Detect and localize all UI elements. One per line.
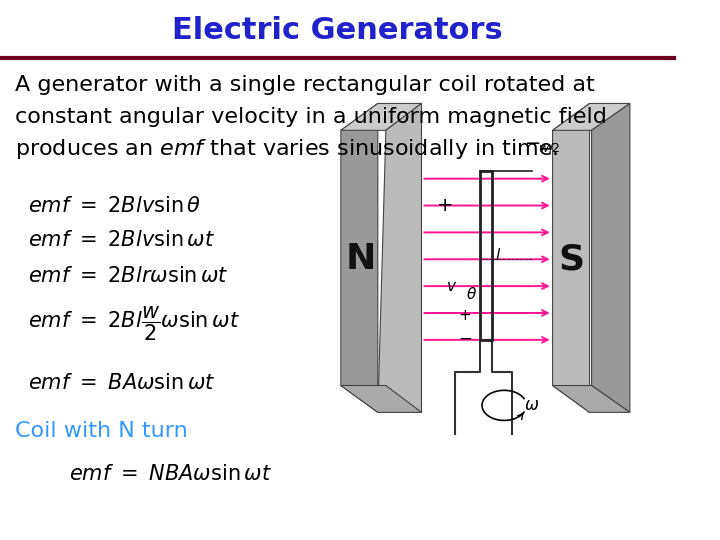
Polygon shape	[592, 104, 630, 413]
Text: +: +	[437, 196, 454, 215]
Polygon shape	[552, 104, 630, 130]
Text: $\theta$: $\theta$	[467, 286, 477, 302]
Text: +: +	[459, 308, 472, 323]
Text: produces an $\mathit{emf}$ that varies sinusoidally in time.: produces an $\mathit{emf}$ that varies s…	[15, 137, 558, 161]
Polygon shape	[341, 386, 421, 413]
Text: N: N	[345, 242, 376, 276]
Text: $\mathit{emf}\ =\ BA\omega \sin\omega t$: $\mathit{emf}\ =\ BA\omega \sin\omega t$	[28, 373, 216, 393]
Text: $v$: $v$	[446, 279, 457, 294]
Text: constant angular velocity in a uniform magnetic field: constant angular velocity in a uniform m…	[15, 107, 607, 127]
Text: $\mathit{emf}\ =\ NBA\omega \sin\omega t$: $\mathit{emf}\ =\ NBA\omega \sin\omega t…	[68, 464, 271, 484]
Text: $\mathit{emf}\ =\ 2Blr\omega \sin\omega t$: $\mathit{emf}\ =\ 2Blr\omega \sin\omega …	[28, 266, 229, 286]
Polygon shape	[378, 104, 421, 413]
Text: $\mathit{emf}\ =\ 2Blv \sin\theta$: $\mathit{emf}\ =\ 2Blv \sin\theta$	[28, 195, 202, 215]
Polygon shape	[341, 104, 378, 413]
Text: $w/2$: $w/2$	[538, 140, 560, 154]
Text: $-$: $-$	[524, 132, 541, 151]
Text: Electric Generators: Electric Generators	[172, 16, 503, 45]
Polygon shape	[552, 104, 590, 413]
Text: $\mathit{emf}\ =\ 2Blv \sin\omega t$: $\mathit{emf}\ =\ 2Blv \sin\omega t$	[28, 231, 215, 251]
Text: $\omega$: $\omega$	[524, 396, 539, 414]
Polygon shape	[552, 386, 630, 413]
Text: A generator with a single rectangular coil rotated at: A generator with a single rectangular co…	[15, 75, 595, 94]
Text: $-$: $-$	[458, 328, 472, 346]
Text: $l$: $l$	[495, 247, 502, 263]
Text: $\mathit{emf}\ =\ 2Bl\dfrac{w}{2}\omega \sin\omega t$: $\mathit{emf}\ =\ 2Bl\dfrac{w}{2}\omega …	[28, 305, 240, 343]
Polygon shape	[341, 104, 421, 130]
Text: Coil with N turn: Coil with N turn	[15, 421, 188, 441]
Text: S: S	[558, 242, 585, 276]
